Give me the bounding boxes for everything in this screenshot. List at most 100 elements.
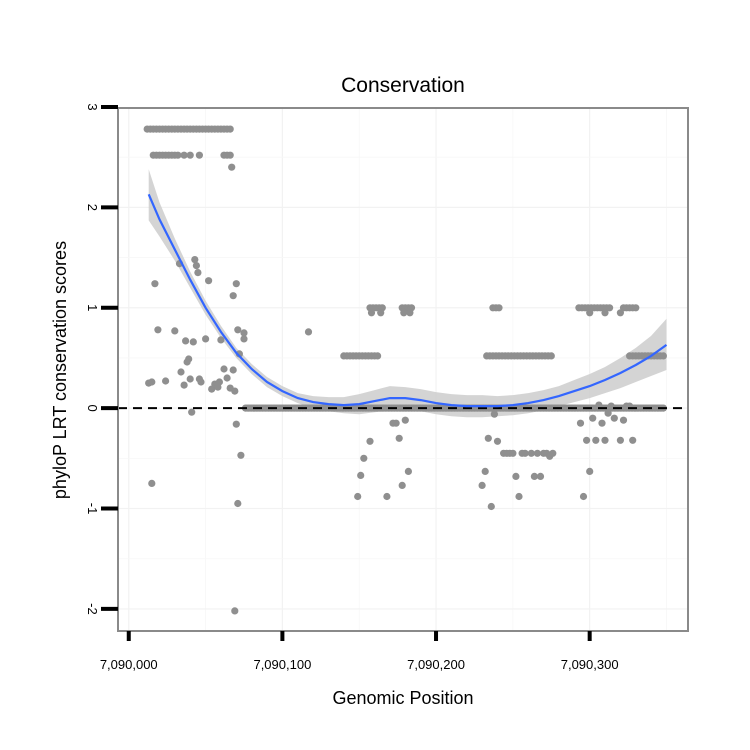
data-point bbox=[240, 329, 248, 337]
data-point bbox=[601, 309, 609, 317]
data-point bbox=[490, 410, 498, 418]
data-point bbox=[606, 304, 614, 312]
data-point bbox=[186, 375, 194, 383]
data-point bbox=[398, 481, 406, 489]
data-point bbox=[231, 607, 239, 615]
data-point bbox=[616, 436, 625, 444]
data-point bbox=[188, 408, 196, 416]
x-tick-label: 7,090,100 bbox=[253, 657, 311, 672]
data-point bbox=[151, 280, 159, 288]
data-point bbox=[586, 467, 594, 475]
data-point bbox=[533, 449, 542, 457]
data-point bbox=[576, 419, 585, 427]
data-point bbox=[226, 151, 234, 159]
data-point bbox=[182, 337, 190, 345]
data-point bbox=[231, 387, 239, 395]
data-point bbox=[195, 151, 203, 159]
data-point bbox=[304, 328, 313, 336]
data-point bbox=[194, 269, 202, 277]
plot-panel-border bbox=[117, 107, 689, 632]
data-point bbox=[377, 309, 385, 317]
data-point bbox=[515, 492, 523, 501]
x-axis-label: Genomic Position bbox=[332, 688, 473, 708]
x-tick-label: 7,090,000 bbox=[100, 657, 158, 672]
data-point bbox=[404, 467, 412, 475]
data-point bbox=[357, 471, 365, 479]
data-point bbox=[536, 472, 545, 480]
smooth-line-layer bbox=[147, 193, 668, 408]
data-point bbox=[366, 437, 374, 445]
y-tick-label: -2 bbox=[85, 603, 100, 615]
loess-smooth-line bbox=[147, 193, 668, 408]
data-point bbox=[197, 378, 205, 386]
data-point bbox=[162, 377, 170, 385]
data-point bbox=[547, 352, 555, 360]
data-point bbox=[512, 472, 520, 480]
y-tick-label: 2 bbox=[85, 204, 100, 211]
chart-title: Conservation bbox=[341, 74, 465, 97]
data-point bbox=[509, 449, 517, 457]
data-point bbox=[583, 436, 591, 444]
data-point bbox=[191, 256, 199, 264]
data-point bbox=[215, 378, 223, 386]
data-point bbox=[601, 436, 609, 444]
y-axis-label: phyloP LRT conservation scores bbox=[50, 241, 70, 499]
data-point bbox=[177, 368, 185, 376]
data-point bbox=[237, 451, 245, 459]
data-point bbox=[530, 472, 539, 480]
data-point bbox=[234, 499, 242, 508]
data-point bbox=[604, 409, 612, 417]
data-point bbox=[374, 352, 382, 360]
y-tick-label: 3 bbox=[85, 103, 100, 110]
data-point bbox=[192, 262, 200, 270]
data-point bbox=[240, 335, 248, 343]
data-point bbox=[495, 304, 503, 312]
data-point bbox=[527, 449, 535, 457]
data-point bbox=[478, 481, 486, 489]
data-point bbox=[229, 366, 237, 374]
data-point bbox=[592, 436, 600, 444]
data-point bbox=[223, 374, 231, 382]
data-point bbox=[549, 449, 557, 457]
data-point bbox=[493, 437, 502, 445]
data-point bbox=[487, 502, 495, 511]
data-point bbox=[226, 125, 234, 133]
data-point bbox=[154, 326, 162, 334]
data-point bbox=[392, 419, 400, 427]
data-point bbox=[481, 467, 489, 475]
data-point bbox=[616, 309, 625, 317]
data-point bbox=[406, 309, 414, 317]
data-point bbox=[659, 352, 668, 360]
data-point bbox=[232, 420, 240, 428]
data-points-layer bbox=[143, 125, 668, 615]
data-point bbox=[579, 492, 588, 501]
data-point bbox=[354, 492, 362, 501]
data-point bbox=[400, 309, 408, 317]
data-point bbox=[217, 336, 225, 344]
data-point bbox=[202, 335, 210, 343]
data-point bbox=[232, 280, 240, 288]
data-point bbox=[189, 338, 197, 346]
data-point bbox=[220, 365, 228, 373]
data-point bbox=[589, 414, 597, 422]
data-point bbox=[586, 309, 594, 317]
data-point bbox=[229, 292, 237, 300]
data-point bbox=[367, 309, 376, 317]
y-tick-label: -1 bbox=[85, 503, 100, 515]
data-point bbox=[228, 163, 236, 171]
axis-ticks-layer: 7,090,000 7,090,100 7,090,200 7,090,300 -2 -1… bbox=[85, 103, 619, 672]
x-tick-label: 7,090,300 bbox=[561, 657, 619, 672]
data-point bbox=[598, 419, 606, 427]
data-point bbox=[148, 378, 156, 386]
x-tick-label: 7,090,200 bbox=[407, 657, 465, 672]
data-point bbox=[234, 326, 242, 334]
data-point bbox=[395, 434, 403, 442]
data-point bbox=[180, 151, 188, 159]
data-point bbox=[401, 416, 409, 424]
data-point bbox=[148, 479, 156, 487]
data-point bbox=[183, 358, 191, 366]
data-point bbox=[171, 327, 179, 335]
data-point bbox=[521, 449, 529, 457]
data-point bbox=[484, 434, 492, 442]
data-point bbox=[174, 151, 182, 159]
